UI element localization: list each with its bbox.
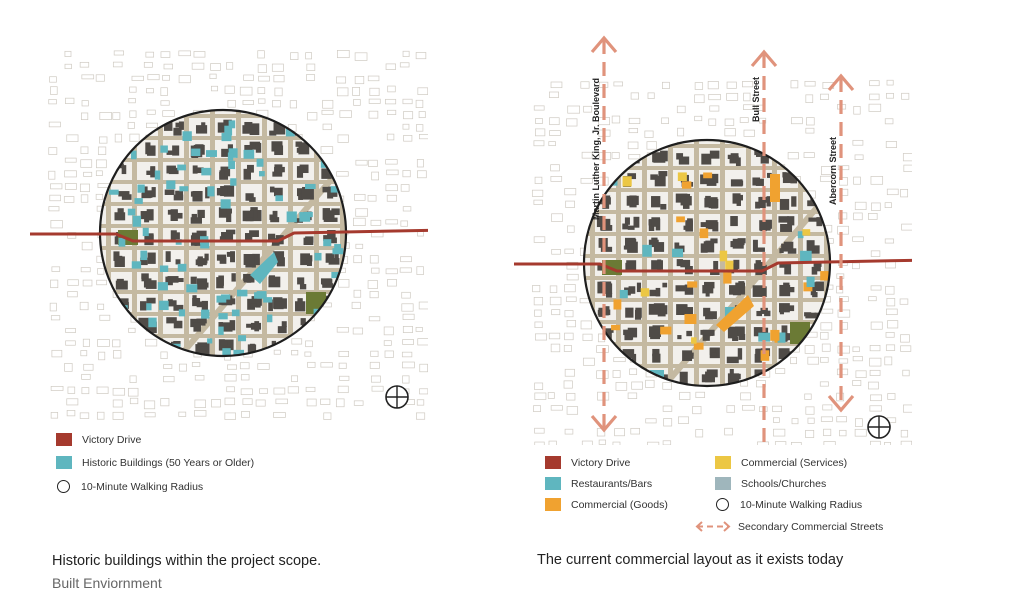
legend-label: Historic Buildings (50 Years or Older) [82, 456, 255, 469]
legend-label: 10-Minute Walking Radius [740, 498, 863, 511]
victory-drive-swatch [56, 433, 72, 446]
legend-item-historic-buildings: Historic Buildings (50 Years or Older) [56, 456, 254, 469]
legend-item-victory-drive: Victory Drive [545, 456, 630, 469]
left-caption: Historic buildings within the project sc… [52, 553, 322, 569]
map-background [531, 79, 912, 445]
walking-radius-ring-icon [57, 480, 70, 493]
secondary-street-arrow-bull [750, 49, 778, 445]
victory-drive-line [514, 258, 912, 273]
schools-churches-swatch [715, 477, 731, 490]
left-subcaption: Built Enviornment [52, 575, 162, 591]
historic-buildings-map [30, 50, 428, 420]
legend-label: Restaurants/Bars [571, 477, 653, 490]
legend-item-commercial-goods: Commercial (Goods) [545, 498, 668, 511]
street-label-mlk: Martin Luther King, Jr. Boulevard [591, 78, 601, 220]
legend-label: Schools/Churches [741, 477, 827, 490]
legend-item-victory-drive: Victory Drive [56, 433, 141, 446]
legend-item-walking-radius: 10-Minute Walking Radius [57, 480, 203, 493]
legend-item-restaurants-bars: Restaurants/Bars [545, 477, 652, 490]
right-caption: The current commercial layout as it exis… [537, 552, 844, 568]
legend-label: 10-Minute Walking Radius [81, 480, 204, 493]
commercial-goods-swatch [545, 498, 561, 511]
dashed-arrow-icon [695, 521, 731, 532]
secondary-street-arrow-mlk [590, 35, 618, 433]
secondary-street-arrow-abercorn [827, 73, 855, 413]
historic-buildings-swatch [56, 456, 72, 469]
legend-item-schools-churches: Schools/Churches [715, 477, 826, 490]
legend-label: Secondary Commercial Streets [738, 520, 884, 533]
legend-label: Victory Drive [571, 456, 631, 469]
restaurants-bars-swatch [545, 477, 561, 490]
commercial-layout-map: Martin Luther King, Jr. Boulevard Bull S… [514, 35, 912, 445]
compass-icon [867, 415, 891, 439]
commercial-services-swatch [715, 456, 731, 469]
street-label-bull: Bull Street [751, 77, 761, 122]
compass-icon [385, 385, 409, 409]
legend-label: Victory Drive [82, 433, 142, 446]
legend-item-commercial-services: Commercial (Services) [715, 456, 847, 469]
legend-item-walking-radius: 10-Minute Walking Radius [716, 498, 862, 511]
legend-label: Commercial (Services) [741, 456, 848, 469]
street-label-abercorn: Abercorn Street [828, 137, 838, 205]
victory-drive-line [30, 228, 428, 243]
legend-item-secondary-streets: Secondary Commercial Streets [694, 520, 883, 533]
legend-label: Commercial (Goods) [571, 498, 668, 511]
walking-radius-ring-icon [716, 498, 729, 511]
victory-drive-swatch [545, 456, 561, 469]
